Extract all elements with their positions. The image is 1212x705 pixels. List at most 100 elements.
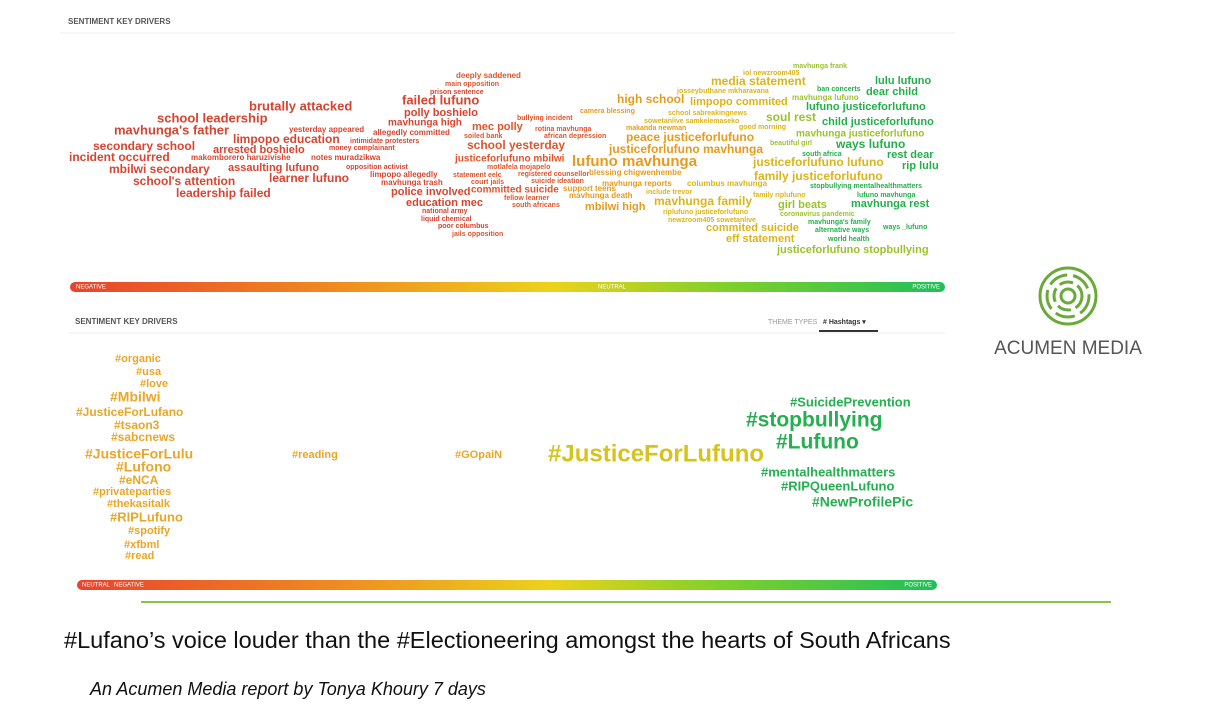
cloud-word[interactable]: intimidate protesters bbox=[350, 138, 419, 145]
cloud-word[interactable]: limpopo education bbox=[233, 132, 340, 146]
cloud-word[interactable]: iol newzroom405 bbox=[743, 70, 800, 77]
cloud-word[interactable]: african depression bbox=[544, 133, 606, 140]
cloud-word[interactable]: world health bbox=[827, 236, 869, 243]
cloud-word[interactable]: josseybuthane mkharavana bbox=[676, 88, 769, 95]
cloud-word[interactable]: money complainant bbox=[329, 145, 395, 152]
cloud-word[interactable]: notes muradzikwa bbox=[311, 153, 381, 162]
cloud-word[interactable]: fellow learner bbox=[504, 195, 549, 202]
cloud-word[interactable]: polly boshielo bbox=[404, 107, 478, 119]
cloud-word[interactable]: #JusticeForLufuno bbox=[548, 440, 764, 467]
cloud-word[interactable]: ban concerts bbox=[817, 86, 861, 93]
cloud-word[interactable]: mec polly bbox=[472, 121, 524, 133]
cloud-word[interactable]: school leadership bbox=[157, 110, 268, 125]
cloud-word[interactable]: peace justiceforlufuno bbox=[626, 130, 754, 144]
cloud-word[interactable]: liquid chemical bbox=[421, 216, 472, 223]
cloud-word[interactable]: jails opposition bbox=[451, 231, 503, 238]
cloud-word[interactable]: court jails bbox=[471, 179, 504, 186]
cloud-word[interactable]: family justiceforlufuno bbox=[754, 169, 883, 183]
cloud-word[interactable]: media statement bbox=[711, 74, 806, 88]
cloud-word[interactable]: registered counsellor bbox=[518, 171, 589, 178]
cloud-word[interactable]: #NewProfilePic bbox=[812, 494, 913, 510]
cloud-word[interactable]: poor columbus bbox=[438, 223, 489, 230]
cloud-word[interactable]: #usa bbox=[136, 366, 162, 378]
cloud-word[interactable]: girl beats bbox=[778, 199, 827, 211]
cloud-word[interactable]: lulu lufuno bbox=[875, 75, 931, 87]
cloud-word[interactable]: mavhunga frank bbox=[793, 63, 847, 70]
cloud-word[interactable]: mbilwi high bbox=[585, 201, 646, 213]
cloud-word[interactable]: national army bbox=[422, 208, 468, 215]
cloud-word[interactable]: lufuno mavhunga bbox=[857, 192, 915, 199]
cloud-word[interactable]: education mec bbox=[406, 197, 483, 209]
cloud-word[interactable]: #eNCA bbox=[119, 473, 159, 487]
cloud-word[interactable]: mbilwi secondary bbox=[109, 162, 210, 176]
cloud-word[interactable]: blessing chigwenhembe bbox=[589, 168, 682, 177]
cloud-word[interactable]: alternative ways bbox=[815, 227, 869, 234]
cloud-word[interactable]: rip lulu bbox=[902, 160, 939, 172]
cloud-word[interactable]: sowetanlive samkelemaseko bbox=[644, 118, 739, 125]
cloud-word[interactable]: coronavirus pandemic bbox=[780, 211, 855, 218]
cloud-word[interactable]: allegedly committed bbox=[373, 128, 450, 137]
cloud-word[interactable]: #GOpaiN bbox=[455, 449, 502, 461]
cloud-word[interactable]: mavhunga family bbox=[654, 194, 752, 208]
cloud-word[interactable]: #tsaon3 bbox=[114, 418, 160, 432]
cloud-word[interactable]: mavhunga high bbox=[388, 118, 462, 129]
cloud-word[interactable]: #JusticeForLulu bbox=[85, 446, 193, 462]
cloud-word[interactable]: #stopbullying bbox=[746, 409, 883, 432]
cloud-word[interactable]: dear child bbox=[866, 86, 918, 98]
cloud-word[interactable]: statement eelc bbox=[453, 172, 502, 179]
cloud-word[interactable]: columbus mavhunga bbox=[687, 179, 768, 188]
cloud-word[interactable]: ways _lufuno bbox=[882, 224, 927, 231]
cloud-word[interactable]: mavhunga reports bbox=[602, 179, 672, 188]
cloud-word[interactable]: riplufuno justiceforlufuno bbox=[663, 209, 748, 216]
cloud-word[interactable]: main opposition bbox=[445, 81, 499, 88]
cloud-word[interactable]: stopbullying mentalhealthmatters bbox=[810, 183, 922, 190]
cloud-word[interactable]: #SuicidePrevention bbox=[790, 394, 911, 409]
cloud-word[interactable]: learner lufuno bbox=[269, 171, 349, 185]
cloud-word[interactable]: child justiceforlufuno bbox=[822, 116, 934, 128]
cloud-word[interactable]: brutally attacked bbox=[249, 98, 352, 113]
cloud-word[interactable]: #Lufono bbox=[116, 459, 171, 475]
cloud-word[interactable]: ways lufuno bbox=[835, 137, 905, 151]
cloud-word[interactable]: rotina mavhunga bbox=[535, 126, 592, 133]
cloud-word[interactable]: #Mbilwi bbox=[110, 389, 161, 405]
cloud-word[interactable]: limpopo commited bbox=[690, 96, 788, 108]
cloud-word[interactable]: #thekasitalk bbox=[107, 498, 171, 510]
cloud-word[interactable]: lufuno justiceforlufuno bbox=[806, 101, 926, 113]
cloud-word[interactable]: justiceforlufuno lufuno bbox=[752, 155, 884, 169]
cloud-word[interactable]: lufuno mavhunga bbox=[572, 153, 698, 170]
cloud-word[interactable]: mavhunga lufuno bbox=[792, 93, 859, 102]
cloud-word[interactable]: mavhunga death bbox=[569, 191, 633, 200]
cloud-word[interactable]: leadership failed bbox=[176, 186, 271, 200]
cloud-word[interactable]: eff statement bbox=[726, 233, 795, 245]
cloud-word[interactable]: include trevor bbox=[646, 189, 693, 196]
cloud-word[interactable]: #organic bbox=[115, 353, 161, 365]
cloud-word[interactable]: limpopo allegedly bbox=[370, 170, 438, 179]
cloud-word[interactable]: #love bbox=[140, 378, 168, 390]
cloud-word[interactable]: #reading bbox=[292, 449, 338, 461]
cloud-word[interactable]: #privateparties bbox=[93, 486, 171, 498]
cloud-word[interactable]: prison sentence bbox=[430, 89, 484, 96]
cloud-word[interactable]: family riplufuno bbox=[753, 192, 806, 199]
cloud-word[interactable]: camera blessing bbox=[580, 108, 635, 115]
cloud-word[interactable]: soiled bank bbox=[464, 133, 503, 140]
cloud-word[interactable]: #Lufuno bbox=[776, 431, 859, 454]
cloud-word[interactable]: soul rest bbox=[766, 110, 816, 124]
cloud-word[interactable]: makomborero haruzivishe bbox=[191, 153, 291, 162]
cloud-word[interactable]: opposition activist bbox=[346, 164, 409, 171]
cloud-word[interactable]: school yesterday bbox=[467, 138, 565, 152]
cloud-word[interactable]: assaulting lufuno bbox=[228, 162, 319, 174]
cloud-word[interactable]: police involved bbox=[391, 186, 470, 198]
cloud-word[interactable]: deeply saddened bbox=[456, 71, 521, 80]
cloud-word[interactable]: south africa bbox=[802, 151, 842, 158]
cloud-word[interactable]: #sabcnews bbox=[111, 430, 175, 444]
cloud-word[interactable]: beautiful girl bbox=[770, 140, 812, 147]
cloud-word[interactable]: mavhunga rest bbox=[851, 198, 930, 210]
cloud-word[interactable]: motlafela mojapelo bbox=[487, 164, 550, 171]
cloud-word[interactable]: suicide ideation bbox=[531, 178, 584, 185]
cloud-word[interactable]: #RIPLufuno bbox=[110, 509, 183, 524]
cloud-word[interactable]: #JusticeForLufano bbox=[76, 405, 183, 419]
cloud-word[interactable]: yesterday appeared bbox=[289, 125, 364, 134]
cloud-word[interactable]: committed suicide bbox=[471, 185, 559, 196]
cloud-word[interactable]: mavhunga justiceforlufuno bbox=[796, 129, 924, 140]
cloud-word[interactable]: newzroom405 sowetanlive bbox=[668, 217, 756, 224]
